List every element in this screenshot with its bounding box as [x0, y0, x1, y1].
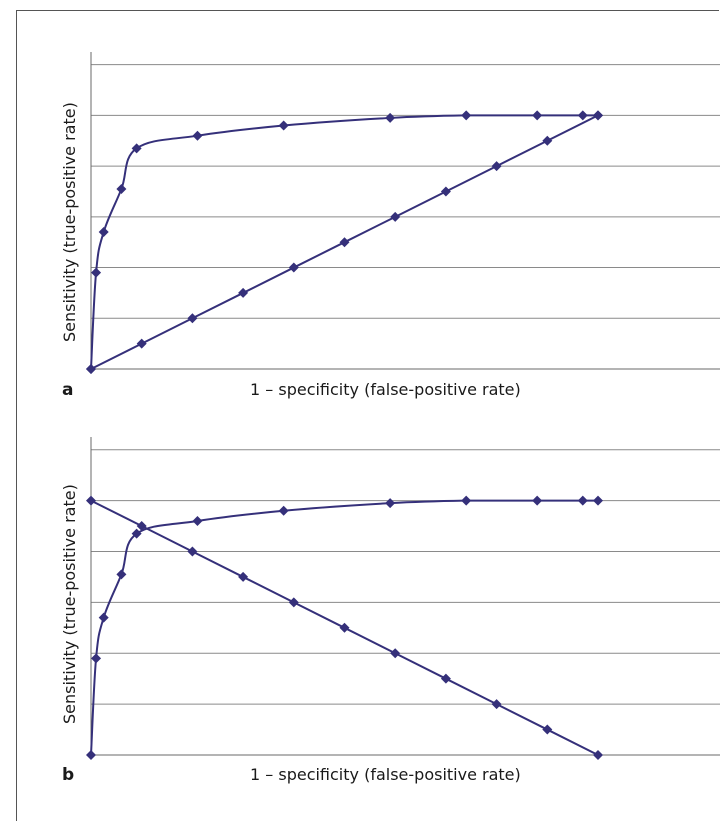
panel-a-series-2-point [491, 161, 502, 172]
panel-a-series-2-point [390, 211, 401, 222]
panel-b-series-1-point [131, 528, 142, 539]
panel-a-series-1-point [98, 227, 109, 238]
panel-b-series-1-point [385, 498, 396, 509]
figure-frame [16, 10, 719, 821]
panel-b-series-2-point [86, 495, 96, 506]
panel-a-series-2-point [86, 364, 96, 374]
panel-b-series-2-point [136, 521, 147, 532]
panel-b-series-1-point [98, 612, 109, 623]
panel-a-series-2-point [593, 110, 603, 121]
panel-a-series-2-point [288, 262, 299, 273]
panel-a-series-1-point [461, 110, 472, 121]
panel-a-x-axis-label: 1 – specificity (false-positive rate) [250, 380, 521, 399]
panel-b-series-1-point [91, 653, 102, 664]
panel-a-series-2-point [339, 237, 350, 248]
panel-a-series-2-point [187, 313, 198, 324]
panel-b-series-1-point [577, 495, 588, 506]
panel-a-series-2-point [238, 287, 249, 298]
panel-b-series-1-point [192, 515, 203, 526]
panel-a-series-1-point [116, 183, 127, 194]
panel-b-series-2-point [187, 546, 198, 557]
panel-a-series-1-point [278, 120, 289, 131]
panel-b-series-2-point [542, 724, 553, 735]
panel-b-series-1-point [532, 495, 543, 506]
panel-b-series-1-point [116, 569, 127, 580]
panel-a-series-1-point [532, 110, 543, 121]
panel-a-series-1-point [131, 143, 142, 154]
panel-a-y-axis-label: Sensitivity (true-positive rate) [60, 102, 79, 342]
panel-b-series-2-point [390, 648, 401, 659]
panel-a-series-1-point [91, 267, 102, 278]
panel-b-x-axis-label: 1 – specificity (false-positive rate) [250, 765, 521, 784]
panel-a-label: a [62, 380, 74, 400]
panel-b-y-axis-label: Sensitivity (true-positive rate) [60, 484, 79, 724]
panel-b-series-1-point [86, 750, 96, 760]
panel-b-series-2-point [238, 571, 249, 582]
panel-b-series-2-point [593, 750, 603, 760]
panel-a-series-1-point [192, 130, 203, 141]
panel-b-series-1-point [278, 505, 289, 516]
panel-b-series-2-point [491, 699, 502, 710]
panel-a-series-2-point [440, 186, 451, 197]
panel-b-series-1-point [593, 495, 603, 506]
panel-b-series-1-point [461, 495, 472, 506]
panel-a-series-2-point [542, 135, 553, 146]
panel-a-series-1-point [385, 112, 396, 123]
panel-a-series-1-point [577, 110, 588, 121]
panel-b-series-2-point [288, 597, 299, 608]
panel-b-series-2-point [339, 622, 350, 633]
panel-b-label: b [62, 765, 75, 785]
panel-b-series-2-point [440, 673, 451, 684]
panel-a-series-2-point [136, 338, 147, 349]
